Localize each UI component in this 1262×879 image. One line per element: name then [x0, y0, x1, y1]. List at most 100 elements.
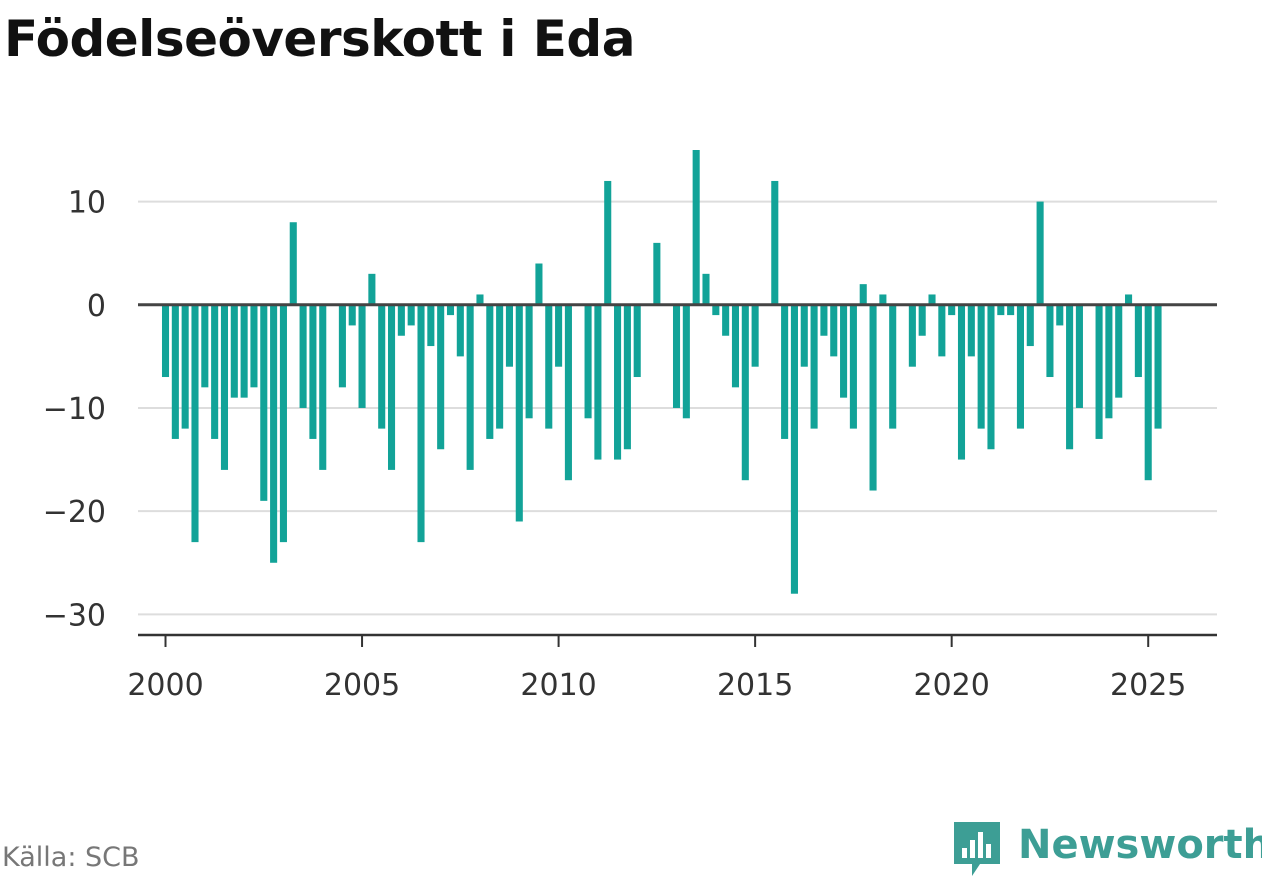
- y-tick-label: −30: [43, 598, 106, 633]
- bar: [830, 304, 838, 357]
- bar: [476, 294, 484, 305]
- bar: [741, 304, 749, 481]
- x-tick-label: 2020: [913, 668, 989, 703]
- bar: [260, 304, 268, 501]
- bar: [515, 304, 523, 522]
- bar: [309, 304, 317, 439]
- bar: [486, 304, 494, 439]
- bar: [1075, 304, 1083, 408]
- bar: [1056, 304, 1064, 326]
- bar: [702, 273, 710, 305]
- bar: [191, 304, 199, 543]
- bar: [397, 304, 405, 336]
- bar: [407, 304, 415, 326]
- x-tick-label: 2010: [520, 668, 596, 703]
- bar: [1115, 304, 1123, 398]
- bar: [790, 304, 798, 594]
- bar: [800, 304, 808, 367]
- bar: [279, 304, 287, 543]
- bar: [712, 304, 720, 316]
- bar: [584, 304, 592, 419]
- bar: [633, 304, 641, 378]
- bar: [1095, 304, 1103, 439]
- bar: [348, 304, 356, 326]
- bar: [594, 304, 602, 460]
- bar: [672, 304, 681, 408]
- bar: [338, 304, 346, 388]
- bar: [967, 304, 975, 357]
- bar: [977, 304, 985, 429]
- bar: [211, 304, 219, 439]
- bar: [220, 304, 229, 470]
- bar: [918, 304, 926, 336]
- bar: [722, 304, 730, 336]
- newsworthy-logo-icon: [954, 822, 1000, 876]
- bar: [1036, 201, 1044, 305]
- bar: [653, 242, 661, 305]
- bar: [181, 304, 189, 429]
- bar: [387, 304, 396, 470]
- bar: [938, 304, 946, 357]
- bar: [840, 304, 848, 398]
- bar: [427, 304, 435, 347]
- bar: [1105, 304, 1113, 419]
- bar: [1046, 304, 1054, 378]
- y-axis-ticks: 10 0 −10 −20 −30: [43, 186, 106, 634]
- bar: [525, 304, 533, 419]
- bar: [928, 294, 936, 305]
- bar: [879, 294, 887, 305]
- bars: [138, 150, 1217, 594]
- bar: [604, 180, 612, 305]
- bar: [289, 222, 297, 305]
- x-tick-label: 2025: [1110, 668, 1186, 703]
- bar: [908, 304, 916, 367]
- y-tick-label: 0: [87, 289, 106, 324]
- bar: [456, 304, 464, 357]
- bar: [1125, 294, 1133, 305]
- bar: [555, 304, 563, 367]
- bar: [859, 284, 867, 305]
- bar: [1154, 304, 1162, 429]
- bar: [270, 304, 278, 563]
- brand-name: Newsworthy: [1018, 822, 1262, 868]
- bar: [1016, 304, 1024, 429]
- bar: [171, 304, 179, 439]
- bar: [889, 304, 897, 429]
- bar: [505, 304, 513, 367]
- bar: [987, 304, 995, 450]
- bar: [161, 304, 170, 378]
- bar: [545, 304, 553, 429]
- chart-title: Födelseöverskott i Eda: [4, 10, 635, 68]
- bar: [319, 304, 327, 470]
- bar: [299, 304, 307, 408]
- bar: [1144, 304, 1152, 481]
- bar: [957, 304, 966, 460]
- bar: [731, 304, 740, 388]
- y-tick-label: −10: [43, 392, 106, 427]
- bar: [1026, 304, 1034, 347]
- bar: [682, 304, 690, 419]
- source-note: Källa: SCB: [2, 842, 140, 873]
- bar: [240, 304, 248, 398]
- y-tick-label: 10: [68, 186, 106, 221]
- bar: [446, 304, 455, 316]
- bar: [535, 263, 543, 305]
- bar: [466, 304, 474, 470]
- bar: [692, 150, 700, 305]
- bar: [869, 304, 877, 491]
- bar: [781, 304, 789, 439]
- bar: [623, 304, 631, 450]
- bar: [368, 273, 376, 305]
- brand-logo: Newsworthy: [950, 818, 1262, 878]
- bar: [496, 304, 504, 429]
- bar: [614, 304, 622, 460]
- bar: [997, 304, 1005, 316]
- bar: [849, 304, 857, 429]
- bar: [250, 304, 258, 388]
- x-tick-label: 2005: [324, 668, 400, 703]
- bar: [810, 304, 818, 429]
- bar: [230, 304, 238, 398]
- x-tick-label: 2000: [127, 668, 203, 703]
- bar: [378, 304, 386, 429]
